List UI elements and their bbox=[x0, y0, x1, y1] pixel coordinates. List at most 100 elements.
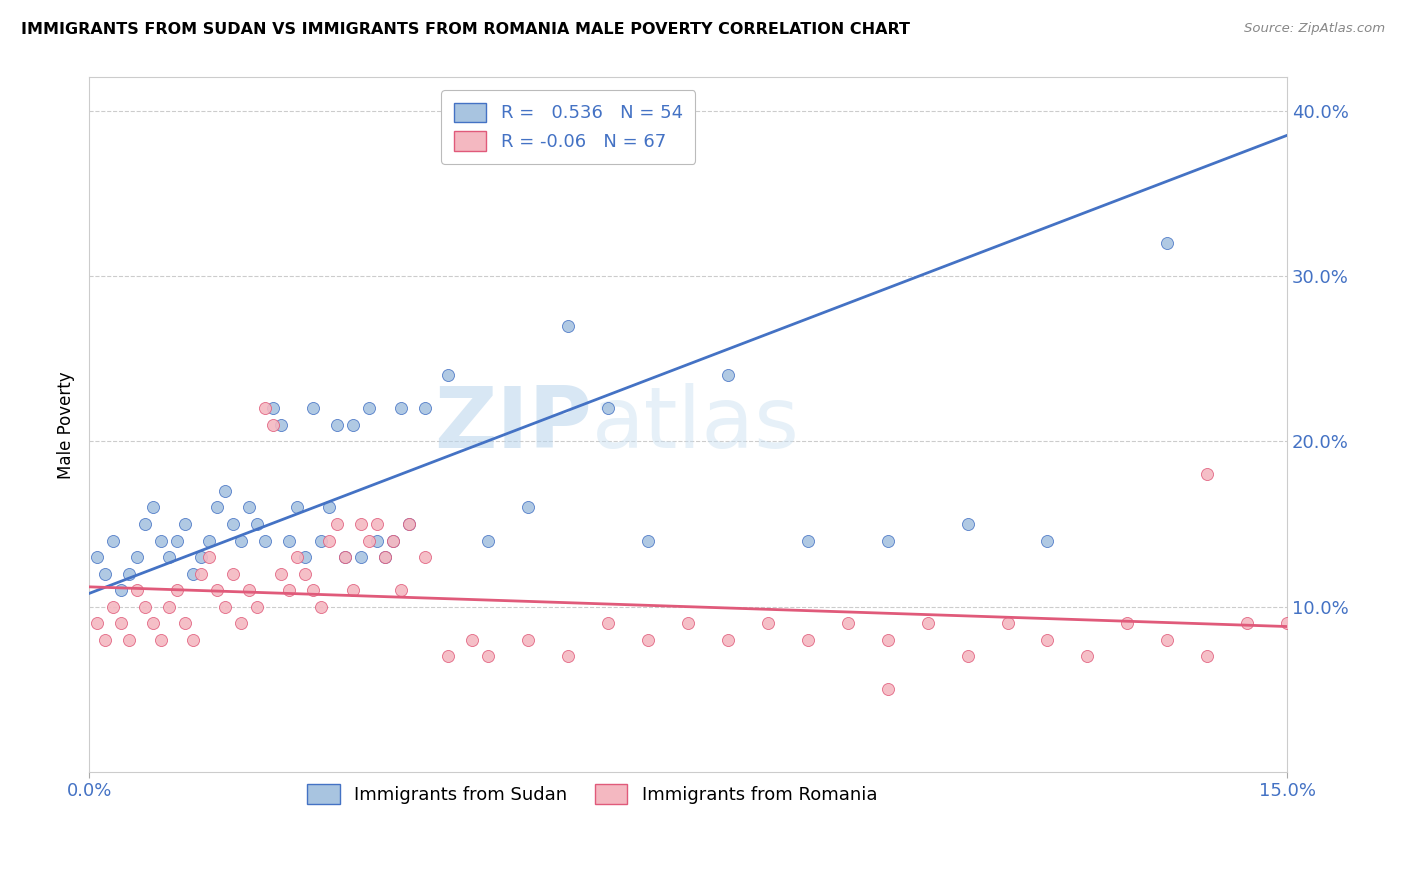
Point bbox=[997, 616, 1019, 631]
Point bbox=[389, 401, 412, 416]
Point bbox=[876, 682, 898, 697]
Point bbox=[190, 550, 212, 565]
Point bbox=[557, 649, 579, 664]
Point bbox=[285, 550, 308, 565]
Point bbox=[357, 533, 380, 548]
Point bbox=[134, 516, 156, 531]
Point bbox=[389, 583, 412, 598]
Point bbox=[637, 533, 659, 548]
Point bbox=[1197, 649, 1219, 664]
Point bbox=[717, 368, 740, 383]
Point bbox=[94, 566, 117, 581]
Point bbox=[238, 583, 260, 598]
Point bbox=[366, 533, 388, 548]
Text: atlas: atlas bbox=[592, 384, 800, 467]
Point bbox=[598, 401, 620, 416]
Point bbox=[149, 632, 172, 647]
Point bbox=[166, 533, 188, 548]
Point bbox=[437, 649, 460, 664]
Point bbox=[676, 616, 699, 631]
Point bbox=[461, 632, 484, 647]
Point bbox=[1116, 616, 1139, 631]
Point bbox=[374, 550, 396, 565]
Point bbox=[142, 616, 165, 631]
Point bbox=[349, 516, 371, 531]
Point bbox=[1236, 616, 1258, 631]
Point bbox=[198, 533, 221, 548]
Point bbox=[1076, 649, 1098, 664]
Point bbox=[1197, 467, 1219, 482]
Point bbox=[262, 401, 284, 416]
Point bbox=[342, 417, 364, 432]
Point bbox=[157, 550, 180, 565]
Point bbox=[270, 417, 292, 432]
Point bbox=[205, 500, 228, 515]
Point bbox=[413, 550, 436, 565]
Point bbox=[557, 318, 579, 333]
Point bbox=[222, 516, 245, 531]
Point bbox=[333, 550, 356, 565]
Point bbox=[118, 566, 141, 581]
Point bbox=[214, 483, 236, 498]
Point bbox=[413, 401, 436, 416]
Point bbox=[477, 533, 499, 548]
Text: Source: ZipAtlas.com: Source: ZipAtlas.com bbox=[1244, 22, 1385, 36]
Point bbox=[717, 632, 740, 647]
Point bbox=[166, 583, 188, 598]
Point bbox=[277, 533, 299, 548]
Point bbox=[246, 516, 269, 531]
Point bbox=[756, 616, 779, 631]
Point bbox=[270, 566, 292, 581]
Point bbox=[517, 500, 540, 515]
Point bbox=[374, 550, 396, 565]
Point bbox=[229, 533, 252, 548]
Point bbox=[277, 583, 299, 598]
Point bbox=[876, 533, 898, 548]
Point bbox=[366, 516, 388, 531]
Point bbox=[797, 632, 820, 647]
Point bbox=[956, 649, 979, 664]
Point bbox=[598, 616, 620, 631]
Point bbox=[110, 583, 132, 598]
Point bbox=[246, 599, 269, 614]
Point bbox=[125, 550, 148, 565]
Point bbox=[381, 533, 404, 548]
Point bbox=[1156, 632, 1178, 647]
Point bbox=[342, 583, 364, 598]
Point bbox=[86, 550, 108, 565]
Point bbox=[357, 401, 380, 416]
Point bbox=[142, 500, 165, 515]
Point bbox=[318, 533, 340, 548]
Point bbox=[398, 516, 420, 531]
Point bbox=[318, 500, 340, 515]
Point bbox=[1156, 235, 1178, 250]
Point bbox=[125, 583, 148, 598]
Point bbox=[198, 550, 221, 565]
Text: IMMIGRANTS FROM SUDAN VS IMMIGRANTS FROM ROMANIA MALE POVERTY CORRELATION CHART: IMMIGRANTS FROM SUDAN VS IMMIGRANTS FROM… bbox=[21, 22, 910, 37]
Point bbox=[262, 417, 284, 432]
Point bbox=[837, 616, 859, 631]
Point bbox=[797, 533, 820, 548]
Point bbox=[238, 500, 260, 515]
Point bbox=[149, 533, 172, 548]
Point bbox=[205, 583, 228, 598]
Point bbox=[229, 616, 252, 631]
Point bbox=[157, 599, 180, 614]
Point bbox=[325, 417, 347, 432]
Point bbox=[333, 550, 356, 565]
Text: ZIP: ZIP bbox=[434, 384, 592, 467]
Point bbox=[118, 632, 141, 647]
Point bbox=[101, 533, 124, 548]
Point bbox=[381, 533, 404, 548]
Point bbox=[285, 500, 308, 515]
Point bbox=[253, 401, 276, 416]
Point bbox=[876, 632, 898, 647]
Point bbox=[398, 516, 420, 531]
Point bbox=[190, 566, 212, 581]
Point bbox=[110, 616, 132, 631]
Legend: Immigrants from Sudan, Immigrants from Romania: Immigrants from Sudan, Immigrants from R… bbox=[297, 773, 887, 815]
Point bbox=[181, 566, 204, 581]
Point bbox=[349, 550, 371, 565]
Point bbox=[325, 516, 347, 531]
Point bbox=[517, 632, 540, 647]
